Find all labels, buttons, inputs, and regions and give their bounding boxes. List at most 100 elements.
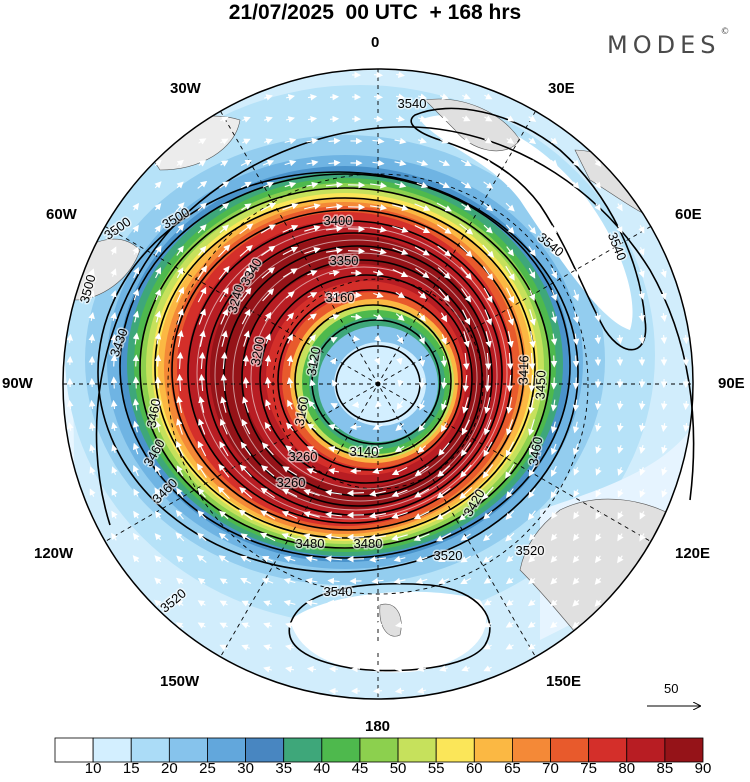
wind-vector xyxy=(264,421,272,432)
lon-label-30e: 30E xyxy=(548,80,575,97)
wind-vector xyxy=(550,399,558,412)
wind-vector xyxy=(262,159,275,167)
wind-vector xyxy=(572,355,580,368)
wind-vector xyxy=(350,291,363,299)
wind-vector xyxy=(417,687,427,694)
wind-vector xyxy=(528,267,536,279)
wind-vector xyxy=(572,181,580,189)
wind-vector xyxy=(110,290,117,299)
wind-vector xyxy=(177,308,184,325)
colorbar-tick-label: 75 xyxy=(580,760,597,777)
wind-vector xyxy=(284,181,297,189)
wind-vector xyxy=(394,181,407,189)
wind-vector xyxy=(175,599,184,607)
wind-vector xyxy=(286,333,293,344)
wind-vector xyxy=(417,115,427,122)
contour-label-halo: 3350 xyxy=(330,253,359,268)
wind-vector xyxy=(572,621,580,629)
wind-vector xyxy=(572,159,580,167)
wind-vector xyxy=(176,418,183,435)
contour-label: 3200 xyxy=(248,336,268,367)
wind-vector xyxy=(460,159,472,167)
wind-vector xyxy=(154,310,162,323)
wind-vector xyxy=(528,159,536,167)
wind-vector xyxy=(283,599,296,607)
wind-vector xyxy=(484,419,492,436)
wind-vector xyxy=(528,555,536,563)
wind-vector xyxy=(154,398,162,411)
wind-vector xyxy=(154,555,162,563)
wind-vector xyxy=(528,465,536,477)
wind-vector xyxy=(396,400,404,411)
wind-vector xyxy=(372,423,383,430)
wind-vector xyxy=(240,181,252,189)
wind-vector xyxy=(259,532,276,542)
wind-vector xyxy=(242,396,249,413)
wind-vector xyxy=(439,643,448,650)
wind-vector xyxy=(638,290,645,300)
wind-vector xyxy=(197,600,206,607)
wind-vector xyxy=(197,224,207,234)
wind-vector xyxy=(132,288,140,301)
wind-vector xyxy=(262,556,274,562)
wind-vector xyxy=(308,357,315,365)
wind-vector xyxy=(572,421,580,434)
wind-vector xyxy=(283,555,296,563)
wind-vector xyxy=(484,93,493,100)
wind-vector xyxy=(261,465,275,477)
wind-vector xyxy=(220,351,228,370)
wind-vector xyxy=(550,577,558,585)
wind-vector xyxy=(328,467,339,475)
wind-vector xyxy=(198,373,206,392)
wind-vector xyxy=(528,443,536,456)
wind-vector xyxy=(594,225,601,234)
wind-vector xyxy=(373,313,384,320)
wind-vector xyxy=(483,181,494,189)
wind-vector xyxy=(528,289,536,302)
wind-vector xyxy=(439,599,448,606)
colorbar-tick-label: 40 xyxy=(313,760,331,777)
wind-vector xyxy=(616,312,623,322)
wind-vector xyxy=(483,224,493,234)
wind-vector xyxy=(461,643,470,650)
wind-vector xyxy=(154,245,162,256)
wind-vector xyxy=(461,599,470,606)
wind-vector xyxy=(285,666,295,673)
wind-vector xyxy=(395,423,405,432)
colorbar-tick-label: 20 xyxy=(161,760,178,777)
wind-vector xyxy=(594,334,602,345)
contour-label-halo: 3520 xyxy=(434,548,463,563)
wind-vector xyxy=(176,159,184,167)
wind-vector xyxy=(505,577,514,585)
wind-vector xyxy=(393,555,406,563)
wind-vector xyxy=(573,511,580,520)
wind-vector xyxy=(413,533,430,542)
wind-vector xyxy=(550,181,558,189)
wind-vector xyxy=(417,599,426,606)
wind-vector xyxy=(286,377,294,388)
wind-vector xyxy=(307,270,318,277)
colorbar-tick-label: 30 xyxy=(237,760,254,777)
contour-label: 3160 xyxy=(292,396,312,427)
wind-vector xyxy=(197,487,206,498)
wind-vector xyxy=(572,443,580,456)
wind-vector xyxy=(458,509,473,521)
wind-vector xyxy=(374,357,381,365)
contour-label-halo: 3140 xyxy=(350,444,379,459)
wind-vector xyxy=(414,246,430,256)
wind-vector xyxy=(219,644,228,651)
wind-vector xyxy=(132,442,140,455)
map-border xyxy=(62,68,694,700)
contour-label-halo: 3416 xyxy=(516,355,532,384)
wind-vector xyxy=(304,225,321,232)
wind-vector xyxy=(326,225,343,232)
wind-vector xyxy=(417,621,427,628)
wind-vector xyxy=(394,687,405,695)
wind-vector xyxy=(595,489,602,498)
wind-vector xyxy=(349,423,362,431)
wind-vector xyxy=(484,115,493,122)
wind-vector xyxy=(219,622,228,629)
wind-vector xyxy=(638,400,646,411)
wind-vector xyxy=(110,268,117,277)
wind-vector xyxy=(482,555,493,563)
